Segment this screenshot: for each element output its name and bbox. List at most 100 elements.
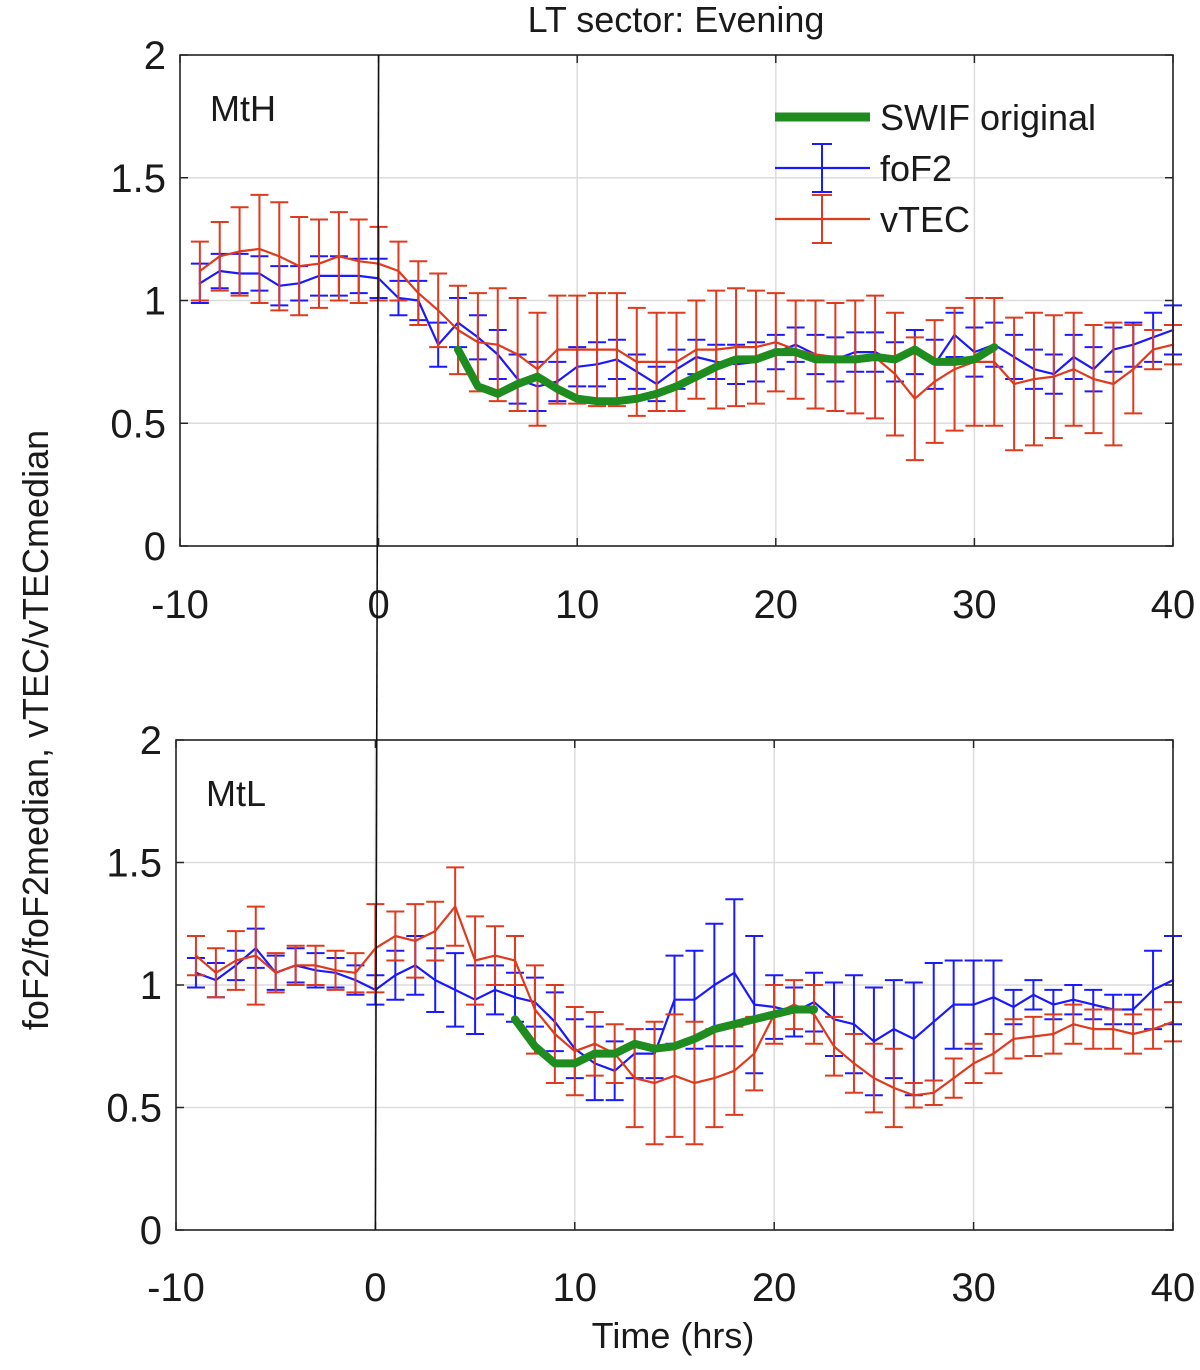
- data-point: [576, 348, 579, 351]
- data-point: [1092, 1003, 1095, 1006]
- y-tick-label: 1: [140, 964, 162, 1008]
- data-point: [972, 1003, 975, 1006]
- y-tick-label: 0: [140, 1209, 162, 1253]
- series-swif-original: [454, 343, 999, 406]
- data-point: [753, 1052, 756, 1055]
- series-swif-original: [511, 1005, 819, 1068]
- data-point: [254, 954, 257, 957]
- data-point: [932, 1091, 935, 1095]
- data-point: [693, 998, 696, 1001]
- data-point: [453, 905, 457, 908]
- x-tick-label: 40: [1151, 1266, 1196, 1310]
- data-point: [394, 974, 397, 977]
- data-point: [1132, 368, 1135, 371]
- data-point: [892, 1027, 896, 1031]
- data-point: [635, 360, 638, 364]
- data-point: [476, 341, 480, 344]
- x-tick-label: -10: [147, 1266, 205, 1310]
- data-point: [733, 1069, 736, 1072]
- data-point: [456, 328, 460, 332]
- y-tick-label: 1: [144, 280, 166, 324]
- data-point: [198, 269, 202, 273]
- data-point: [1151, 1027, 1155, 1031]
- data-point: [1072, 1022, 1075, 1026]
- data-point: [278, 255, 281, 258]
- y-tick-label: 0.5: [106, 1087, 162, 1131]
- data-point: [753, 1003, 756, 1006]
- x-axis-label: Time (hrs): [592, 1315, 755, 1356]
- data-point: [317, 262, 321, 265]
- data-point: [436, 309, 440, 312]
- series-line: [454, 343, 999, 406]
- y-axis-label: foF2/foF2median, vTEC/vTECmedian: [15, 430, 56, 1030]
- axes-frame: [175, 739, 1174, 1231]
- data-point: [357, 260, 360, 263]
- series-line: [198, 269, 1175, 388]
- data-point: [713, 983, 716, 987]
- data-point: [733, 971, 736, 974]
- legend-label: vTEC: [880, 199, 970, 240]
- series-line: [194, 905, 1175, 1097]
- x-tick-label: 0: [364, 1266, 386, 1310]
- data-point: [653, 1081, 656, 1085]
- data-point: [812, 1013, 816, 1016]
- data-point: [992, 996, 995, 999]
- data-point: [1052, 1003, 1055, 1006]
- data-point: [675, 360, 678, 364]
- x-tick-label: 30: [952, 583, 997, 627]
- legend-label: foF2: [880, 148, 952, 189]
- data-point: [1072, 368, 1075, 371]
- data-point: [194, 954, 198, 957]
- data-point: [1131, 1008, 1135, 1011]
- y-tick-label: 1.5: [110, 157, 166, 201]
- data-point: [493, 954, 497, 957]
- data-point: [952, 1076, 955, 1080]
- y-tick-label: 2: [140, 719, 162, 763]
- data-point: [972, 1062, 975, 1065]
- y-tick-label: 1.5: [106, 842, 162, 886]
- data-point: [573, 1049, 576, 1053]
- data-point: [615, 348, 619, 351]
- data-point: [1111, 1027, 1115, 1031]
- series-vtec: [186, 866, 1182, 1146]
- data-point: [673, 1074, 676, 1077]
- data-point: [238, 250, 241, 253]
- data-point: [595, 348, 599, 351]
- axes-frame: [179, 54, 1174, 547]
- data-point: [1112, 382, 1115, 386]
- data-point: [258, 247, 261, 251]
- data-point: [434, 978, 437, 982]
- panel-label: MtL: [206, 773, 266, 814]
- data-point: [933, 380, 936, 383]
- data-point: [297, 264, 301, 268]
- data-point: [832, 1045, 836, 1048]
- data-point: [536, 368, 539, 371]
- panel-label: MtH: [210, 88, 276, 129]
- data-point: [734, 345, 738, 349]
- data-point: [993, 360, 996, 364]
- data-point: [214, 971, 218, 974]
- data-point: [1092, 1027, 1095, 1031]
- data-point: [892, 1086, 896, 1090]
- data-point: [912, 1037, 915, 1041]
- data-point: [1012, 1037, 1015, 1041]
- data-point: [354, 971, 357, 974]
- data-point: [274, 971, 277, 974]
- data-point: [774, 341, 777, 344]
- data-point: [913, 397, 917, 400]
- data-point: [1032, 377, 1036, 381]
- data-point: [953, 368, 956, 371]
- data-point: [713, 1076, 716, 1080]
- data-point: [1151, 988, 1155, 992]
- y-tick-label: 0: [144, 525, 166, 569]
- panel-mth: -10 0 10 20 30 40 0 0.5 1 1.5 2 MtH: [110, 34, 1195, 627]
- data-point: [655, 360, 658, 364]
- x-tick-label: 20: [752, 1266, 797, 1310]
- legend: SWIF original foF2 vTEC: [775, 97, 1096, 244]
- data-point: [593, 1042, 596, 1046]
- data-point: [533, 1008, 537, 1011]
- data-point: [314, 964, 317, 967]
- data-point: [394, 934, 397, 938]
- data-point: [553, 1032, 557, 1036]
- data-point: [337, 255, 341, 258]
